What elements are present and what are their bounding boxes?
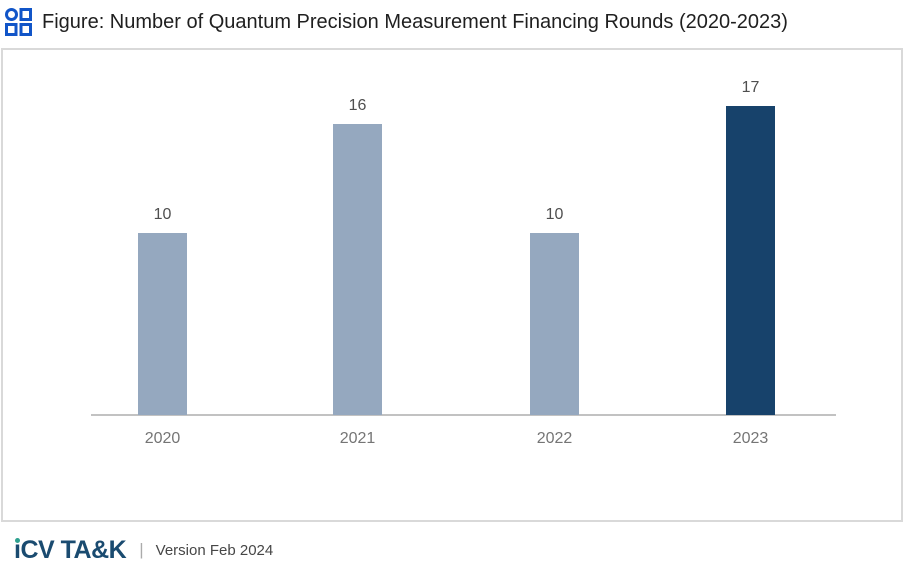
plot-area: 10 2020 16 2021 10 2022 17 2023 (3, 50, 901, 520)
x-tick-label-2022: 2022 (536, 430, 573, 447)
chart-frame: 10 2020 16 2021 10 2022 17 2023 (1, 48, 903, 522)
version-text: Version Feb 2024 (155, 541, 274, 559)
bar-2020 (138, 233, 187, 415)
logo-i-dot (15, 538, 20, 543)
logo: ı CV TA&K (14, 535, 127, 565)
x-tick-label-2020: 2020 (144, 430, 181, 447)
footer-separator: | (139, 540, 144, 559)
bar-2023 (726, 106, 775, 415)
bar-2021 (333, 124, 382, 415)
bar-2022 (530, 233, 579, 415)
bar-value-label-2020: 10 (153, 206, 172, 223)
grid-layout-icon (5, 8, 32, 36)
bar-value-label-2022: 10 (545, 206, 564, 223)
x-axis-line (91, 414, 836, 416)
logo-letter-i: ı (14, 536, 21, 564)
figure-title: Figure: Number of Quantum Precision Meas… (42, 11, 788, 33)
footer: ı CV TA&K | Version Feb 2024 (14, 535, 273, 565)
x-tick-label-2023: 2023 (732, 430, 769, 447)
bar-value-label-2023: 17 (741, 79, 760, 96)
bar-value-label-2021: 16 (348, 97, 367, 114)
x-tick-label-2021: 2021 (339, 430, 376, 447)
logo-rest: CV TA&K (20, 536, 127, 564)
